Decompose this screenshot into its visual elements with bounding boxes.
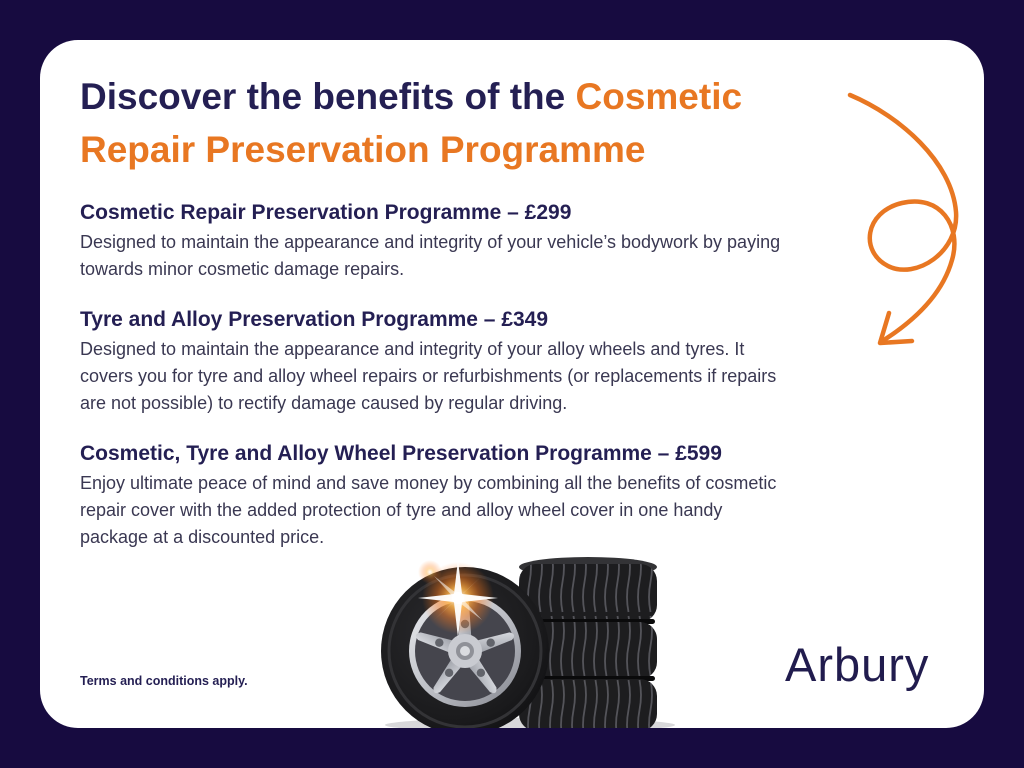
section-body: Designed to maintain the appearance and … (80, 232, 781, 279)
programme-section-combined: Cosmetic, Tyre and Alloy Wheel Preservat… (80, 441, 890, 551)
programme-section-cosmetic: Cosmetic Repair Preservation Programme –… (80, 200, 890, 283)
section-heading: Cosmetic, Tyre and Alloy Wheel Preservat… (80, 442, 722, 465)
swirl-arrow-icon (840, 82, 984, 372)
section-heading: Cosmetic Repair Preservation Programme –… (80, 201, 572, 224)
section-body: Designed to maintain the appearance and … (80, 339, 777, 413)
page-title-prefix: Discover the benefits of the (80, 76, 576, 117)
section-body: Enjoy ultimate peace of mind and save mo… (80, 473, 777, 547)
sparkle-icon (418, 560, 498, 638)
tyre-stack (519, 557, 657, 728)
page-title-highlight-line2: Repair Preservation Programme (80, 129, 646, 170)
page-title-highlight-line1: Cosmetic (575, 76, 743, 117)
section-heading: Tyre and Alloy Preservation Programme – … (80, 308, 549, 331)
terms-note: Terms and conditions apply. (80, 674, 248, 688)
tyres-image (370, 550, 675, 728)
content-card: Discover the benefits of the Cosmetic Re… (40, 40, 984, 728)
programme-section-tyre-alloy: Tyre and Alloy Preservation Programme – … (80, 307, 890, 417)
brand-logo: Arbury (785, 638, 930, 691)
page-title: Discover the benefits of the Cosmetic Re… (80, 70, 870, 176)
